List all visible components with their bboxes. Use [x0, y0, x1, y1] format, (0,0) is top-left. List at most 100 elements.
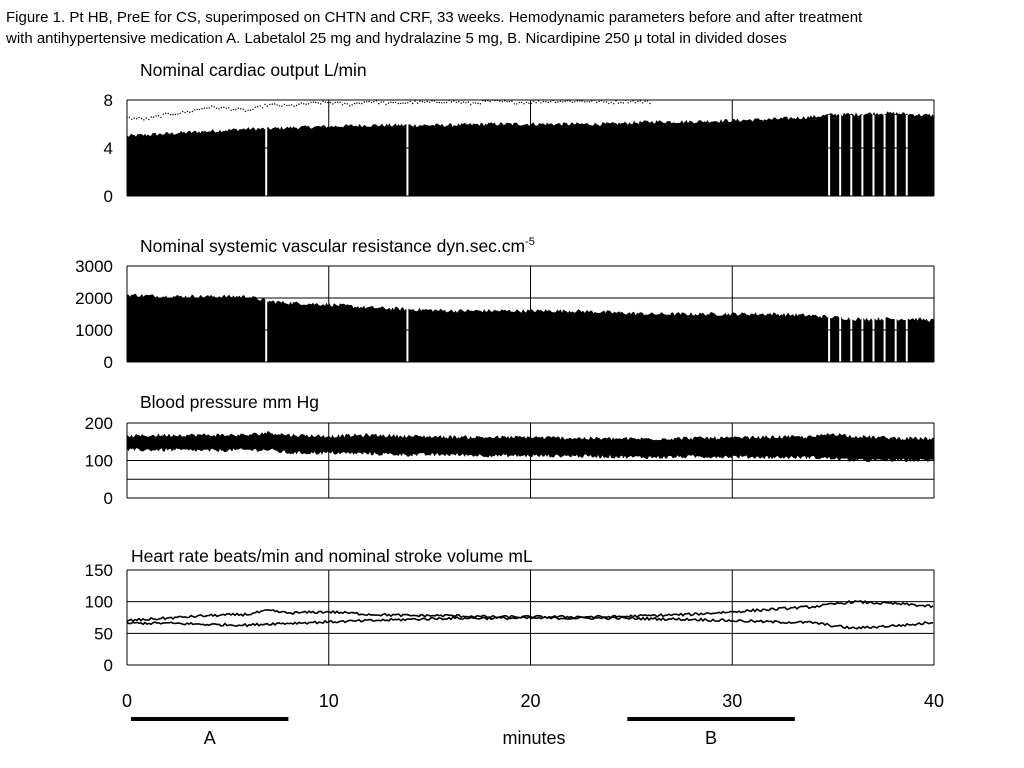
y-tick-label: 1000 — [75, 321, 113, 340]
y-tick-label: 0 — [104, 353, 113, 372]
series-2-point — [237, 107, 240, 109]
series-2-point — [230, 109, 232, 112]
series-2-point — [351, 104, 353, 106]
series-2-point — [133, 117, 135, 119]
series-2-point — [608, 102, 610, 105]
treatment-bar-label: A — [204, 728, 216, 748]
series-2-point — [264, 103, 266, 106]
series-2-point — [620, 101, 622, 104]
series-2-point — [370, 101, 373, 104]
series-2-point — [172, 114, 174, 116]
series-2-point — [249, 109, 252, 111]
series-2-point — [254, 106, 256, 108]
series-2-point — [247, 109, 249, 112]
series-2-point — [167, 112, 169, 115]
y-tick-label: 8 — [104, 91, 113, 110]
series-2-point — [646, 100, 649, 102]
series-2-point — [310, 101, 312, 104]
series-2-point — [649, 102, 651, 105]
series-2-point — [160, 116, 162, 119]
series-2-point — [380, 101, 382, 103]
series-2-point — [353, 102, 356, 105]
series-2-point — [206, 107, 208, 109]
series-2-point — [240, 108, 242, 110]
series-2-point — [174, 113, 177, 116]
series-2-point — [477, 102, 479, 105]
series-2-point — [637, 100, 639, 103]
series-2-point — [169, 113, 172, 116]
series-2-point — [152, 116, 155, 118]
series-2-point — [358, 102, 361, 104]
series-2-point — [361, 103, 363, 105]
series-2-point — [341, 104, 344, 106]
series-2-point — [136, 118, 138, 120]
series-2-point — [201, 108, 203, 110]
series-2-point — [431, 100, 433, 102]
panel-title-heart-rate: Heart rate beats/min and nominal stroke … — [131, 546, 533, 566]
series-2-point — [453, 100, 455, 102]
series-2-point — [634, 102, 637, 104]
series-2-point — [165, 112, 167, 115]
series-2-point — [261, 107, 264, 109]
series-2-point — [368, 100, 370, 103]
series-2-point — [317, 102, 319, 104]
series-2-point — [363, 101, 365, 103]
series-2-point — [382, 101, 385, 103]
series-2-point — [603, 101, 605, 103]
series-2-point — [535, 102, 537, 104]
series-2-point — [596, 101, 598, 104]
series-2-point — [189, 111, 191, 113]
series-2-point — [554, 101, 557, 104]
series-2-point — [484, 100, 486, 102]
series-2-point — [402, 102, 404, 104]
series-2-point — [198, 108, 201, 111]
series-2-point — [186, 110, 189, 113]
series-2-point — [533, 100, 535, 103]
series-2-point — [194, 109, 196, 111]
series-2-point — [472, 102, 474, 104]
series-2-point — [128, 116, 131, 119]
series-2-point — [465, 102, 467, 104]
series-2-point — [322, 100, 324, 103]
series-2-point — [223, 106, 225, 108]
figure-caption: Figure 1. Pt HB, PreE for CS, superimpos… — [6, 7, 1018, 49]
series-2-point — [542, 100, 545, 103]
series-2-point — [426, 100, 428, 103]
panel-1: 0 4 8 — [104, 91, 935, 206]
series-2-point — [615, 100, 617, 102]
series-2-point — [336, 101, 339, 103]
series-2-point — [404, 102, 407, 104]
series-2-point — [501, 101, 503, 103]
series-2-point — [283, 103, 286, 106]
y-tick-label: 200 — [85, 414, 113, 433]
series-2-point — [293, 105, 295, 107]
panel-3: 0 100 200 — [85, 414, 935, 508]
series-2-point — [474, 102, 477, 104]
series-2-point — [513, 103, 516, 105]
series-2-point — [290, 104, 293, 106]
series-2-point — [278, 105, 281, 107]
series-2-point — [257, 105, 259, 108]
y-tick-label: 150 — [85, 561, 113, 580]
series-2-point — [215, 107, 218, 109]
y-tick-label: 50 — [94, 624, 113, 643]
series-2-point — [489, 100, 491, 103]
series-2-point — [395, 101, 397, 104]
series-2-point — [445, 101, 448, 104]
series-2-point — [583, 101, 586, 103]
series-2-point — [242, 108, 244, 111]
series-2-point — [300, 102, 302, 104]
series-2-point — [540, 102, 542, 104]
series-2-point — [428, 101, 431, 104]
x-axis-label: minutes — [502, 728, 565, 748]
series-2-point — [397, 102, 399, 105]
series-2-point — [150, 116, 152, 118]
series-2-point — [349, 105, 351, 107]
series-2-point — [208, 107, 210, 109]
series-2-point — [610, 101, 612, 104]
series-2-point — [579, 100, 581, 102]
series-2-point — [545, 101, 547, 103]
series-2-point — [148, 118, 150, 121]
series-2-point — [419, 100, 421, 102]
